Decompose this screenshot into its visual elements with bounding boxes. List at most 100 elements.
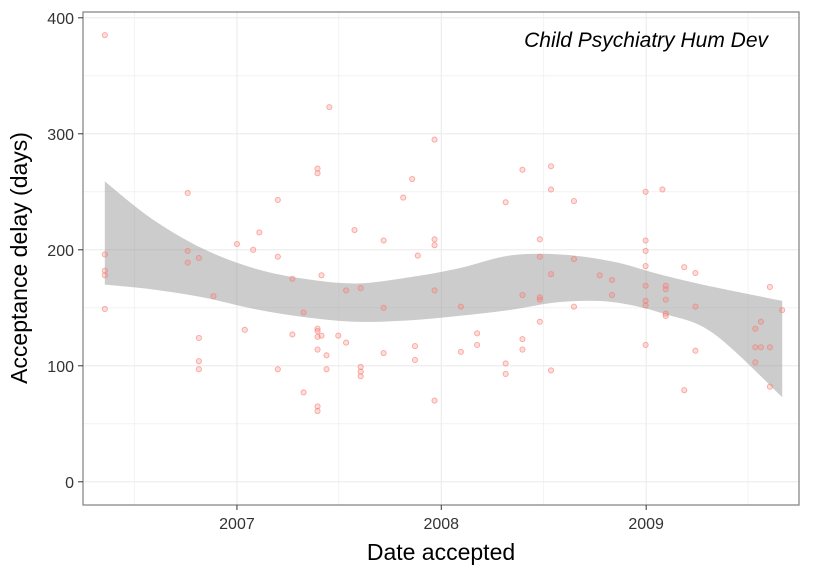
scatter-point [536, 296, 543, 303]
y-axis-title: Acceptance delay (days) [6, 132, 32, 384]
scatter-point [195, 358, 202, 365]
scatter-point [101, 305, 108, 313]
x-tick-label: 2007 [219, 516, 255, 533]
scatter-point [766, 344, 773, 351]
scatter-point [692, 269, 699, 277]
scatter-point [414, 252, 421, 259]
grid [83, 12, 799, 505]
scatter-point [502, 370, 509, 377]
scatter-point [318, 332, 325, 339]
scatter-point [536, 236, 543, 243]
scatter-point [289, 275, 296, 282]
scatter-point [608, 276, 616, 284]
confidence-band-area [104, 181, 783, 398]
scatter-point [318, 272, 325, 279]
scatter-point [570, 256, 578, 263]
scatter-point [431, 287, 438, 294]
scatter-point [642, 188, 649, 195]
scatter-point [274, 253, 281, 260]
scatter-point [380, 304, 387, 311]
x-tick-label: 2009 [628, 516, 664, 533]
scatter-point [357, 368, 364, 375]
scatter-point [779, 307, 786, 314]
scatter-point [536, 318, 543, 325]
scatter-point [256, 229, 263, 236]
scatter-point [411, 343, 419, 350]
scatter-point [757, 344, 764, 351]
scatter-point [547, 367, 555, 374]
scatter-point [752, 359, 759, 366]
y-tick-label: 100 [47, 359, 74, 376]
y-tick-label: 300 [47, 127, 74, 144]
scatter-point [457, 303, 464, 310]
scatter-point [351, 227, 358, 234]
scatter-point [766, 383, 773, 390]
scatter-point [431, 136, 438, 143]
scatter-point [357, 285, 364, 292]
scatter-point [274, 366, 281, 373]
scatter-point [662, 312, 669, 319]
scatter-point [314, 170, 321, 177]
scatter-point [314, 407, 321, 415]
scatter-point [642, 262, 649, 270]
y-tick-label: 400 [47, 11, 74, 28]
scatter-point [274, 196, 281, 203]
scatter-point [659, 186, 666, 193]
scatter-point [323, 366, 330, 373]
scatter-point [195, 254, 202, 261]
scatter-point [692, 303, 699, 310]
scatter-point [431, 236, 438, 243]
scatter-point [431, 242, 438, 249]
scatter-point [457, 348, 464, 355]
scatter-point [357, 373, 364, 380]
scatter-point [536, 253, 543, 260]
scatter-point [642, 302, 649, 309]
confidence-band [104, 181, 783, 398]
scatter-point [608, 291, 616, 299]
x-axis-title: Date accepted [367, 539, 515, 565]
scatter-point [250, 246, 257, 253]
scatter-point [752, 325, 759, 332]
scatter-point [343, 339, 350, 346]
scatter-point [570, 303, 578, 310]
scatter-point [662, 296, 669, 303]
scatter-point [519, 291, 526, 299]
scatter-point [184, 247, 191, 255]
scatter-point [474, 341, 481, 348]
scatter-points [101, 32, 786, 415]
y-tick-label: 0 [65, 475, 74, 492]
scatter-point [570, 198, 578, 205]
scatter-point [757, 318, 764, 325]
scatter-point [411, 356, 419, 364]
x-tick-label: 2008 [423, 516, 459, 533]
scatter-point [519, 166, 526, 173]
scatter-point [300, 389, 307, 396]
scatter-point [519, 346, 526, 353]
scatter-point [195, 366, 202, 373]
scatter-point [101, 251, 108, 258]
scatter-point [692, 347, 699, 354]
scatter-point [662, 286, 669, 293]
scatter-point [431, 397, 438, 404]
scatter-point [314, 327, 321, 335]
y-axis-ticks: 0 100 200 300 400 [47, 11, 83, 492]
scatter-point [357, 363, 364, 371]
scatter-point [210, 293, 217, 300]
scatter-point [314, 403, 321, 410]
scatter-point [101, 272, 108, 279]
scatter-point [547, 271, 555, 278]
scatter-point [642, 237, 649, 244]
scatter-point [314, 165, 321, 172]
scatter-point [300, 309, 307, 316]
scatter-point [642, 297, 649, 304]
scatter-point [380, 237, 387, 244]
scatter-point [101, 267, 108, 274]
scatter-point [184, 189, 191, 197]
scatter-point [314, 346, 321, 353]
scatter-point [766, 283, 773, 290]
scatter-point [519, 336, 526, 343]
scatter-point [380, 349, 387, 357]
scatter-point [343, 287, 350, 294]
scatter-point [642, 341, 649, 348]
